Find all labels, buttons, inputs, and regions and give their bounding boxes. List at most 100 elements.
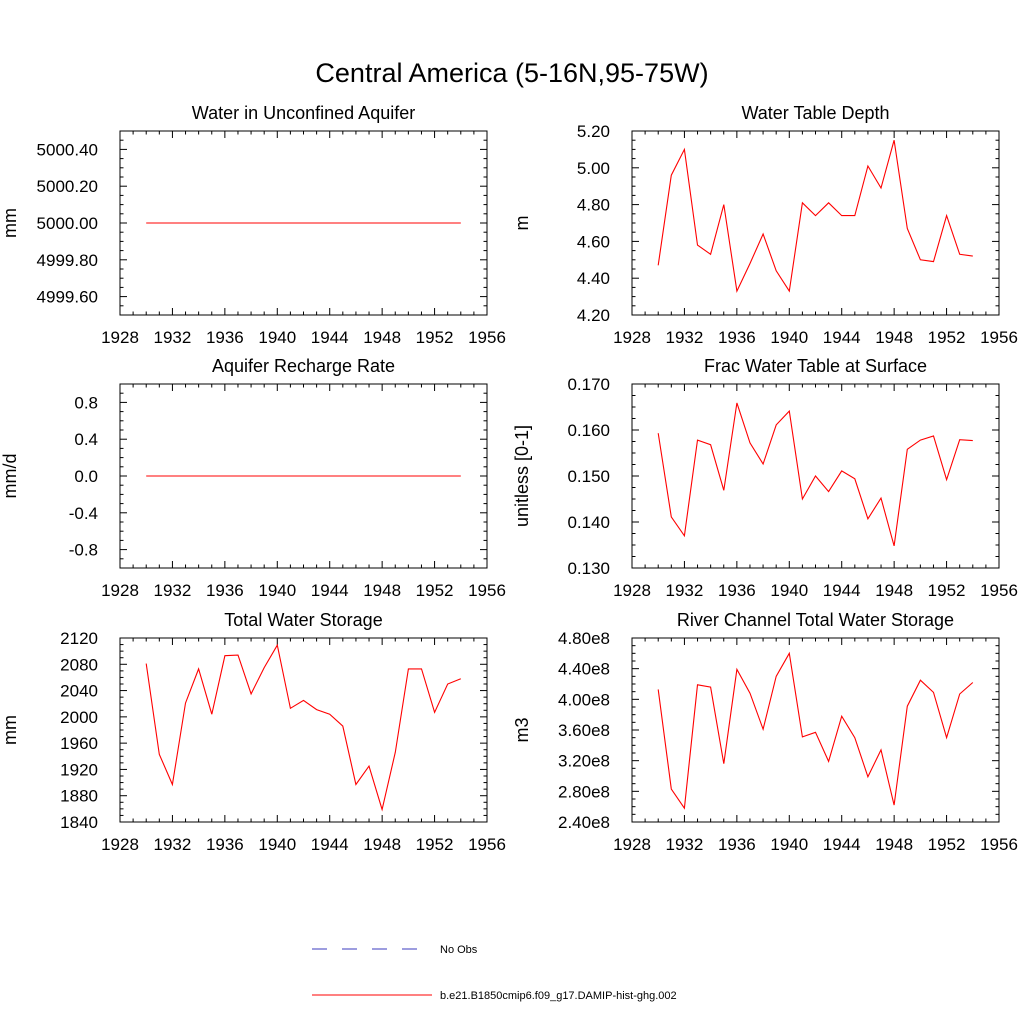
x-tick-label: 1936 <box>718 581 756 600</box>
x-tick-label: 1948 <box>875 581 913 600</box>
x-tick-label: 1928 <box>101 581 139 600</box>
y-tick-label: 1840 <box>60 813 98 832</box>
y-axis-label: mm <box>0 208 20 238</box>
x-tick-label: 1956 <box>468 581 506 600</box>
x-tick-label: 1956 <box>468 328 506 347</box>
x-tick-label: 1948 <box>875 835 913 854</box>
x-tick-label: 1940 <box>770 581 808 600</box>
panels: Water in Unconfined Aquifer 1928 1932 1936 1… <box>0 103 1018 854</box>
x-tick-label: 1952 <box>416 328 454 347</box>
y-tick-label: 2080 <box>60 655 98 674</box>
y-tick-label: 3.20e8 <box>558 752 610 771</box>
y-axis-label: mm <box>0 715 20 745</box>
x-tick-label: 1936 <box>206 835 244 854</box>
y-tick-label: 4.40 <box>577 269 610 288</box>
x-tick-label: 1928 <box>613 328 651 347</box>
panel-frac-water-table-at-surface: Frac Water Table at Surface 1928 1932 1936 1… <box>512 356 1018 600</box>
y-tick-label: 0.130 <box>567 559 610 578</box>
x-tick-label: 1932 <box>666 328 704 347</box>
x-tick-label: 1952 <box>416 581 454 600</box>
x-tick-label: 1944 <box>823 328 861 347</box>
y-tick-label: 0.0 <box>74 467 98 486</box>
y-tick-label: 4.60 <box>577 232 610 251</box>
x-tick-label: 1940 <box>258 835 296 854</box>
x-tick-label: 1948 <box>363 581 401 600</box>
y-tick-label: 1960 <box>60 734 98 753</box>
x-tick-label: 1944 <box>311 328 349 347</box>
x-tick-label: 1952 <box>928 835 966 854</box>
x-tick-label: 1948 <box>363 835 401 854</box>
y-tick-label: 2120 <box>60 629 98 648</box>
y-tick-label: 5.00 <box>577 159 610 178</box>
x-tick-label: 1936 <box>718 835 756 854</box>
panel-total-water-storage: Total Water Storage 1928 1932 1936 1940 1944 1… <box>0 610 506 854</box>
x-tick-label: 1940 <box>770 328 808 347</box>
y-tick-label: 2.80e8 <box>558 782 610 801</box>
x-tick-label: 1956 <box>468 835 506 854</box>
x-tick-label: 1932 <box>154 835 192 854</box>
panel-title: River Channel Total Water Storage <box>677 610 954 630</box>
series-line <box>657 651 974 810</box>
y-tick-label: 1920 <box>60 760 98 779</box>
series-line <box>657 402 973 547</box>
panel-title: Water in Unconfined Aquifer <box>192 103 415 123</box>
series-line <box>657 140 973 293</box>
x-tick-label: 1932 <box>154 328 192 347</box>
y-axis-label: m <box>512 216 532 231</box>
x-tick-label: 1928 <box>101 835 139 854</box>
y-tick-label: -0.8 <box>69 541 98 560</box>
x-tick-label: 1944 <box>823 581 861 600</box>
y-tick-label: 5000.20 <box>37 177 98 196</box>
y-tick-label: 5.20 <box>577 122 610 141</box>
x-tick-label: 1944 <box>823 835 861 854</box>
x-tick-label: 1956 <box>980 835 1018 854</box>
x-tick-label: 1956 <box>980 328 1018 347</box>
panel-title: Frac Water Table at Surface <box>704 356 927 376</box>
figure-title: Central America (5-16N,95-75W) <box>315 58 708 88</box>
y-tick-label: 1880 <box>60 787 98 806</box>
panel-water-in-unconfined-aquifer: Water in Unconfined Aquifer 1928 1932 1936 1… <box>0 103 506 347</box>
y-tick-label: 4999.60 <box>37 288 98 307</box>
x-tick-label: 1952 <box>416 835 454 854</box>
panel-water-table-depth: Water Table Depth 1928 1932 1936 1940 1944 194… <box>512 103 1018 347</box>
panel-aquifer-recharge-rate: Aquifer Recharge Rate 1928 1932 1936 1940 194… <box>0 356 506 600</box>
x-tick-label: 1928 <box>613 835 651 854</box>
x-tick-label: 1952 <box>928 581 966 600</box>
x-tick-label: 1928 <box>613 581 651 600</box>
y-axis-label: m3 <box>512 717 532 742</box>
x-tick-label: 1932 <box>666 581 704 600</box>
y-tick-label: 2.40e8 <box>558 813 610 832</box>
y-tick-label: 0.160 <box>567 421 610 440</box>
y-tick-label: 4.40e8 <box>558 660 610 679</box>
y-tick-label: 5000.40 <box>37 140 98 159</box>
panel-title: Total Water Storage <box>224 610 382 630</box>
x-tick-label: 1936 <box>718 328 756 347</box>
x-tick-label: 1932 <box>666 835 704 854</box>
x-tick-label: 1948 <box>363 328 401 347</box>
y-tick-label: 4.80e8 <box>558 629 610 648</box>
y-tick-label: 3.60e8 <box>558 721 610 740</box>
y-tick-label: 0.170 <box>567 375 610 394</box>
x-tick-label: 1940 <box>770 835 808 854</box>
x-tick-label: 1948 <box>875 328 913 347</box>
panel-title: Aquifer Recharge Rate <box>212 356 395 376</box>
y-tick-label: 4999.80 <box>37 251 98 270</box>
y-tick-label: 2040 <box>60 682 98 701</box>
x-tick-label: 1936 <box>206 581 244 600</box>
x-tick-label: 1940 <box>258 328 296 347</box>
y-tick-label: 2000 <box>60 708 98 727</box>
x-tick-label: 1932 <box>154 581 192 600</box>
y-axis-label: unitless [0-1] <box>512 425 532 527</box>
x-tick-label: 1936 <box>206 328 244 347</box>
legend-label-no-obs: No Obs <box>440 944 478 956</box>
plot-frame <box>119 637 488 823</box>
y-tick-label: -0.4 <box>69 504 98 523</box>
x-tick-label: 1928 <box>101 328 139 347</box>
y-tick-label: 0.4 <box>74 430 98 449</box>
y-tick-label: 5000.00 <box>37 214 98 233</box>
y-tick-label: 4.80 <box>577 196 610 215</box>
y-tick-label: 0.150 <box>567 467 610 486</box>
panel-title: Water Table Depth <box>741 103 889 123</box>
panel-river-channel-total-water-storage: River Channel Total Water Storage 1928 193… <box>512 610 1018 854</box>
